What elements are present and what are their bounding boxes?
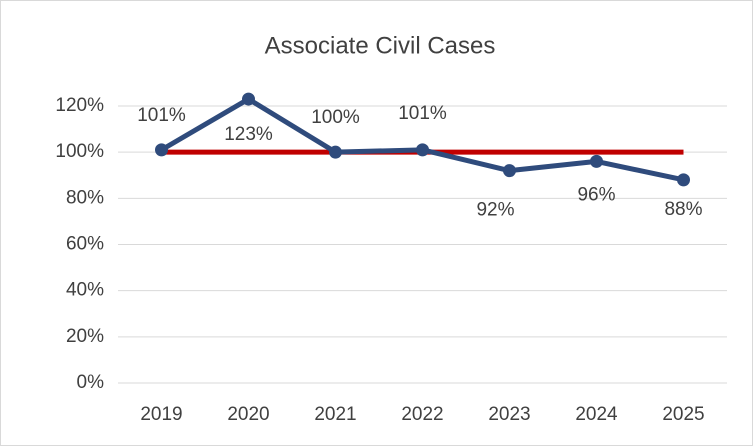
data-label: 88% xyxy=(664,199,702,220)
marker xyxy=(677,173,690,187)
marker xyxy=(329,145,342,159)
marker xyxy=(590,154,603,168)
y-tick-label: 80% xyxy=(66,187,104,208)
y-tick-label: 40% xyxy=(66,280,104,301)
y-tick-label: 100% xyxy=(55,141,104,162)
x-tick-label: 2020 xyxy=(227,404,269,425)
x-tick-label: 2025 xyxy=(662,404,704,425)
y-tick-label: 0% xyxy=(77,372,105,393)
y-tick-label: 20% xyxy=(66,326,104,347)
data-label: 100% xyxy=(311,107,360,128)
x-tick-label: 2021 xyxy=(314,404,356,425)
data-label: 101% xyxy=(137,105,186,126)
marker xyxy=(155,143,168,157)
marker xyxy=(242,92,255,106)
x-tick-label: 2024 xyxy=(575,404,618,425)
data-label: 92% xyxy=(476,200,514,221)
data-label: 96% xyxy=(577,184,615,205)
x-tick-label: 2022 xyxy=(401,404,443,425)
x-tick-label: 2019 xyxy=(140,404,182,425)
data-label: 123% xyxy=(224,124,273,145)
y-tick-label: 120% xyxy=(55,95,104,116)
x-tick-label: 2023 xyxy=(488,404,530,425)
y-tick-label: 60% xyxy=(66,234,104,255)
data-label: 101% xyxy=(398,103,447,124)
chart-title: Associate Civil Cases xyxy=(265,32,496,59)
marker xyxy=(503,164,516,178)
marker xyxy=(416,143,429,157)
